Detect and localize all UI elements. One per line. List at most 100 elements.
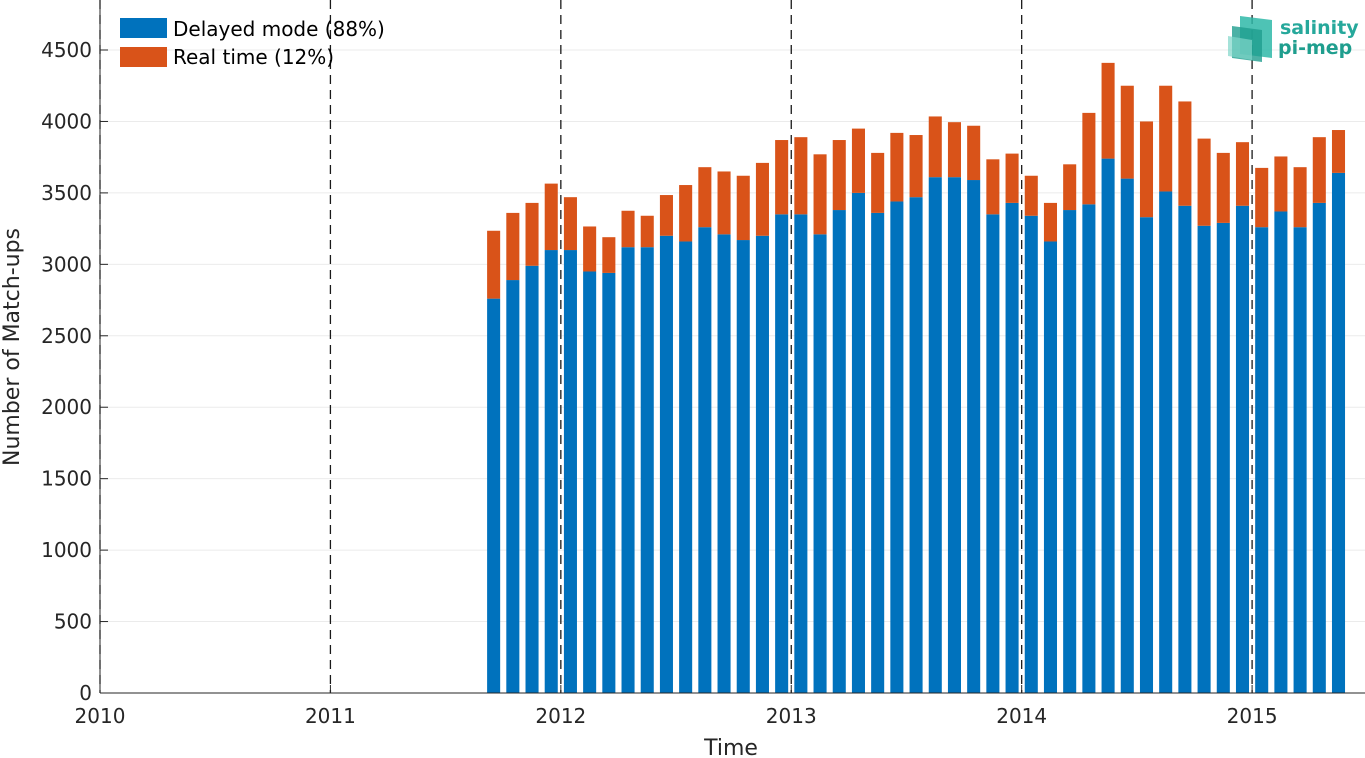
- bar-realtime-2013-11: [986, 159, 1000, 215]
- bar-delayed-2015-03: [1293, 227, 1307, 693]
- legend-label-realtime: Real time (12%): [173, 45, 334, 69]
- bar-realtime-2014-01: [1024, 175, 1038, 216]
- bar-realtime-2013-09: [947, 122, 961, 178]
- bar-delayed-2013-11: [986, 214, 1000, 693]
- bar-delayed-2012-06: [659, 235, 673, 694]
- bar-delayed-2014-01: [1024, 215, 1038, 693]
- y-tick-label: 3000: [41, 252, 92, 276]
- legend-swatch-realtime: [120, 47, 167, 67]
- bar-delayed-2014-07: [1139, 217, 1154, 693]
- bar-realtime-2013-07: [909, 135, 923, 198]
- bar-delayed-2014-08: [1159, 191, 1173, 693]
- bar-realtime-2012-11: [755, 162, 769, 236]
- bar-realtime-2013-02: [813, 154, 827, 235]
- bar-delayed-2014-10: [1197, 225, 1211, 694]
- grid: [100, 49, 1365, 623]
- y-tick-label: 2000: [41, 395, 92, 419]
- bar-delayed-2014-02: [1043, 241, 1058, 694]
- bar-delayed-2013-12: [1005, 202, 1019, 693]
- bar-realtime-2013-06: [890, 132, 904, 202]
- bar-delayed-2013-07: [909, 197, 923, 693]
- bar-realtime-2012-06: [659, 195, 673, 236]
- bar-delayed-2011-11: [525, 265, 539, 693]
- x-tick-label: 2010: [75, 704, 126, 728]
- x-tick-label: 2011: [305, 704, 356, 728]
- bar-delayed-2011-10: [506, 280, 520, 693]
- bar-realtime-2014-06: [1120, 85, 1134, 179]
- bar-delayed-2015-01: [1255, 227, 1269, 693]
- salinity-pi-mep-logo: salinity pi-mep: [1228, 16, 1359, 62]
- bar-delayed-2013-02: [813, 234, 827, 693]
- bar-realtime-2014-04: [1082, 112, 1096, 205]
- bar-realtime-2011-09: [487, 230, 501, 299]
- bar-realtime-2013-03: [832, 140, 846, 211]
- bar-realtime-2012-03: [602, 237, 616, 273]
- y-ticks: 0 500 1000 1500 2000 2500 3000 3500 4000 4500: [41, 38, 108, 705]
- axes: [99, 0, 1365, 694]
- plot-background: [100, 0, 1365, 693]
- bar-realtime-2012-04: [621, 210, 635, 248]
- bar-delayed-2014-04: [1082, 204, 1096, 694]
- y-tick-label: 4500: [41, 38, 92, 62]
- bar-delayed-2015-04: [1312, 202, 1326, 693]
- bar-delayed-2012-08: [698, 227, 712, 693]
- bar-realtime-2015-01: [1255, 167, 1269, 228]
- bar-realtime-2012-01: [563, 197, 577, 251]
- x-axis-label: Time: [703, 736, 758, 758]
- x-tick-label: 2012: [535, 704, 586, 728]
- bar-delayed-2013-04: [851, 192, 865, 693]
- legend-label-delayed: Delayed mode (88%): [173, 17, 385, 41]
- bar-realtime-2014-08: [1159, 85, 1173, 192]
- bar-realtime-2013-10: [967, 125, 981, 181]
- bar-delayed-2011-09: [487, 298, 501, 693]
- logo-mark-icon: [1228, 16, 1272, 62]
- y-tick-label: 1500: [41, 467, 92, 491]
- bar-realtime-2014-12: [1235, 142, 1250, 206]
- bar-realtime-2011-10: [506, 212, 520, 281]
- y-tick-label: 4000: [41, 109, 92, 133]
- bar-delayed-2013-08: [928, 177, 942, 693]
- bar-delayed-2012-10: [736, 240, 750, 693]
- y-tick-label: 0: [79, 681, 92, 705]
- bar-realtime-2014-10: [1197, 138, 1211, 226]
- y-tick-label: 1000: [41, 538, 92, 562]
- bar-realtime-2012-10: [736, 175, 750, 241]
- bar-realtime-2014-02: [1043, 202, 1058, 242]
- y-tick-label: 500: [54, 610, 92, 634]
- bar-delayed-2012-01: [563, 250, 577, 693]
- y-tick-label: 2500: [41, 324, 92, 348]
- bar-delayed-2013-01: [794, 214, 808, 693]
- legend: Delayed mode (88%) Real time (12%): [120, 17, 385, 69]
- bar-realtime-2013-05: [871, 152, 885, 213]
- bar-delayed-2014-12: [1235, 205, 1250, 693]
- bar-realtime-2013-08: [928, 116, 942, 178]
- bar-delayed-2013-09: [947, 177, 961, 693]
- x-tick-label: 2015: [1227, 704, 1278, 728]
- bar-realtime-2012-02: [583, 226, 597, 272]
- y-axis-label: Number of Match-ups: [0, 228, 25, 466]
- bar-delayed-2012-04: [621, 247, 635, 693]
- bar-realtime-2012-12: [775, 140, 789, 215]
- x-tick-label: 2013: [766, 704, 817, 728]
- bar-realtime-2015-05: [1331, 130, 1346, 173]
- y-tick-label: 3500: [41, 181, 92, 205]
- bar-delayed-2014-09: [1178, 205, 1192, 693]
- bar-delayed-2014-05: [1101, 158, 1115, 693]
- bar-realtime-2014-11: [1216, 152, 1230, 223]
- bar-realtime-2011-12: [544, 183, 558, 251]
- bar-delayed-2012-03: [602, 272, 616, 693]
- x-tick-label: 2014: [996, 704, 1047, 728]
- x-ticks: 2010 2011 2012 2013 2014 2015: [75, 685, 1278, 728]
- bar-realtime-2011-11: [525, 202, 539, 266]
- bar-realtime-2015-04: [1312, 137, 1326, 203]
- bar-delayed-2012-12: [775, 214, 789, 693]
- bar-delayed-2014-06: [1120, 178, 1134, 693]
- bar-realtime-2013-01: [794, 137, 808, 215]
- logo-text-salinity: salinity: [1280, 17, 1359, 39]
- bar-realtime-2013-04: [851, 128, 865, 193]
- bar-realtime-2015-03: [1293, 167, 1307, 228]
- legend-swatch-delayed: [120, 18, 167, 38]
- bar-delayed-2015-02: [1274, 211, 1288, 693]
- bar-delayed-2012-02: [583, 271, 597, 693]
